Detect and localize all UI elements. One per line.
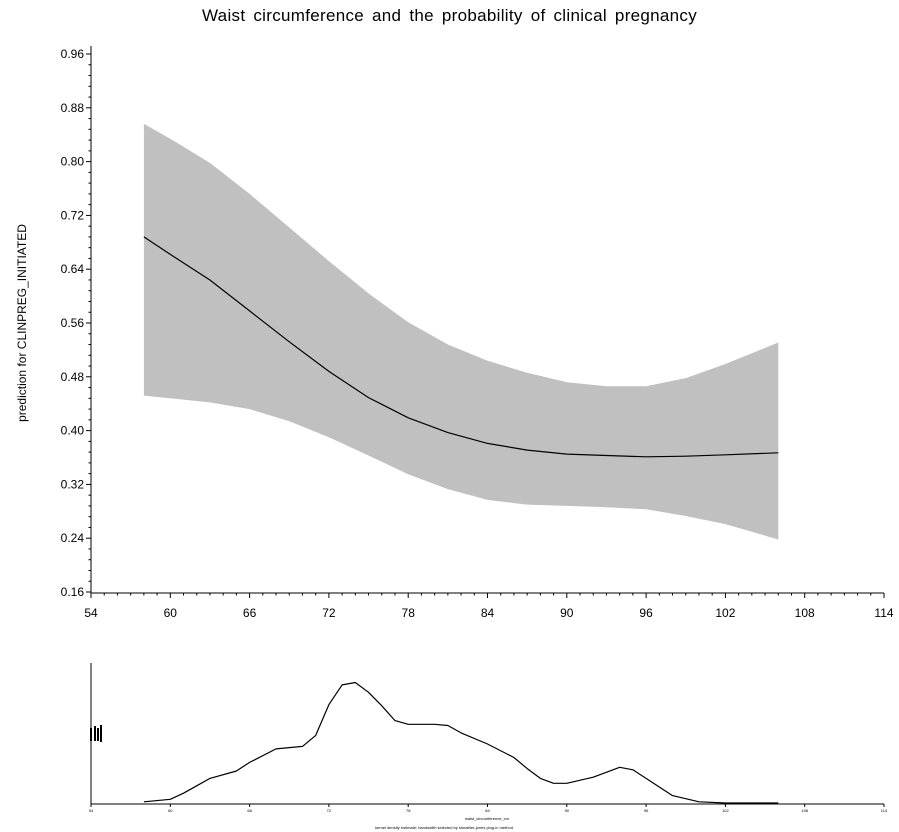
x-tick-label: 108: [795, 606, 815, 620]
x-tick-label: 84: [481, 606, 495, 620]
y-tick-label: 0.32: [61, 477, 85, 491]
x-tick-label: 96: [639, 606, 653, 620]
y-tick-label: 0.24: [61, 531, 85, 545]
y-tick-label: 0.72: [61, 208, 85, 222]
density-footnote: kernel density estimate; bandwidth selec…: [375, 825, 513, 830]
y-tick-label: 0.56: [61, 316, 85, 330]
density-y-glyph-bar: [90, 728, 92, 741]
x-tick-label: 60: [164, 606, 178, 620]
x-ticks: 54 60 66 72 78 84 90 96 102 108 114: [84, 593, 894, 620]
y-ticks: 0.16 0.24 0.32 0.40 0.48 0.56 0.64 0.72 0.80 0.88…: [61, 47, 91, 599]
y-axis-label: prediction for CLINPREG_INITIATED: [15, 224, 29, 422]
density-curve: [143, 681, 779, 804]
prediction-line: [143, 236, 779, 458]
density-y-glyph-bar: [94, 726, 96, 741]
density-x-tick-label: 54: [89, 808, 94, 813]
density-x-tick-label: 114: [881, 808, 888, 813]
density-x-tick-label: 60: [168, 808, 173, 813]
x-tick-label: 114: [874, 606, 893, 620]
y-tick-label: 0.80: [61, 155, 85, 169]
y-tick-label: 0.48: [61, 370, 85, 384]
density-x-axis-label: waist_circumference_cm: [465, 816, 510, 821]
density-x-tick-label: 72: [327, 808, 332, 813]
y-tick-label: 0.40: [61, 424, 85, 438]
confidence-band: [143, 123, 779, 540]
x-tick-label: 54: [84, 606, 98, 620]
density-x-tick-label: 84: [485, 808, 490, 813]
density-x-tick-label: 90: [565, 808, 570, 813]
x-tick-label: 102: [715, 606, 735, 620]
density-y-glyph-bar: [97, 728, 99, 741]
x-tick-label: 90: [560, 606, 574, 620]
density-x-tick-label: 96: [644, 808, 649, 813]
density-x-tick-label: 66: [247, 808, 252, 813]
y-tick-label: 0.88: [61, 101, 85, 115]
y-tick-label: 0.16: [61, 585, 85, 599]
y-tick-label: 0.64: [61, 262, 85, 276]
density-x-tick-label: 102: [722, 808, 729, 813]
prediction-plot: 0.16 0.24 0.32 0.40 0.48 0.56 0.64 0.72 0.80 0.88…: [15, 46, 894, 620]
x-tick-label: 66: [243, 606, 257, 620]
density-x-ticks: 54 60 66 72 78 84 90 96 102 108 114: [89, 804, 888, 813]
density-y-glyph-bar: [100, 725, 102, 742]
density-x-tick-label: 108: [801, 808, 808, 813]
density-x-tick-label: 78: [406, 808, 411, 813]
density-y-glyph: [90, 725, 102, 742]
y-tick-label: 0.96: [61, 47, 85, 61]
chart-title: Waist circumference and the probability …: [201, 6, 698, 25]
x-tick-label: 78: [402, 606, 416, 620]
x-tick-label: 72: [322, 606, 336, 620]
density-plot: 54 60 66 72 78 84 90 96 102 108 114 waist_circumfe…: [89, 663, 888, 830]
